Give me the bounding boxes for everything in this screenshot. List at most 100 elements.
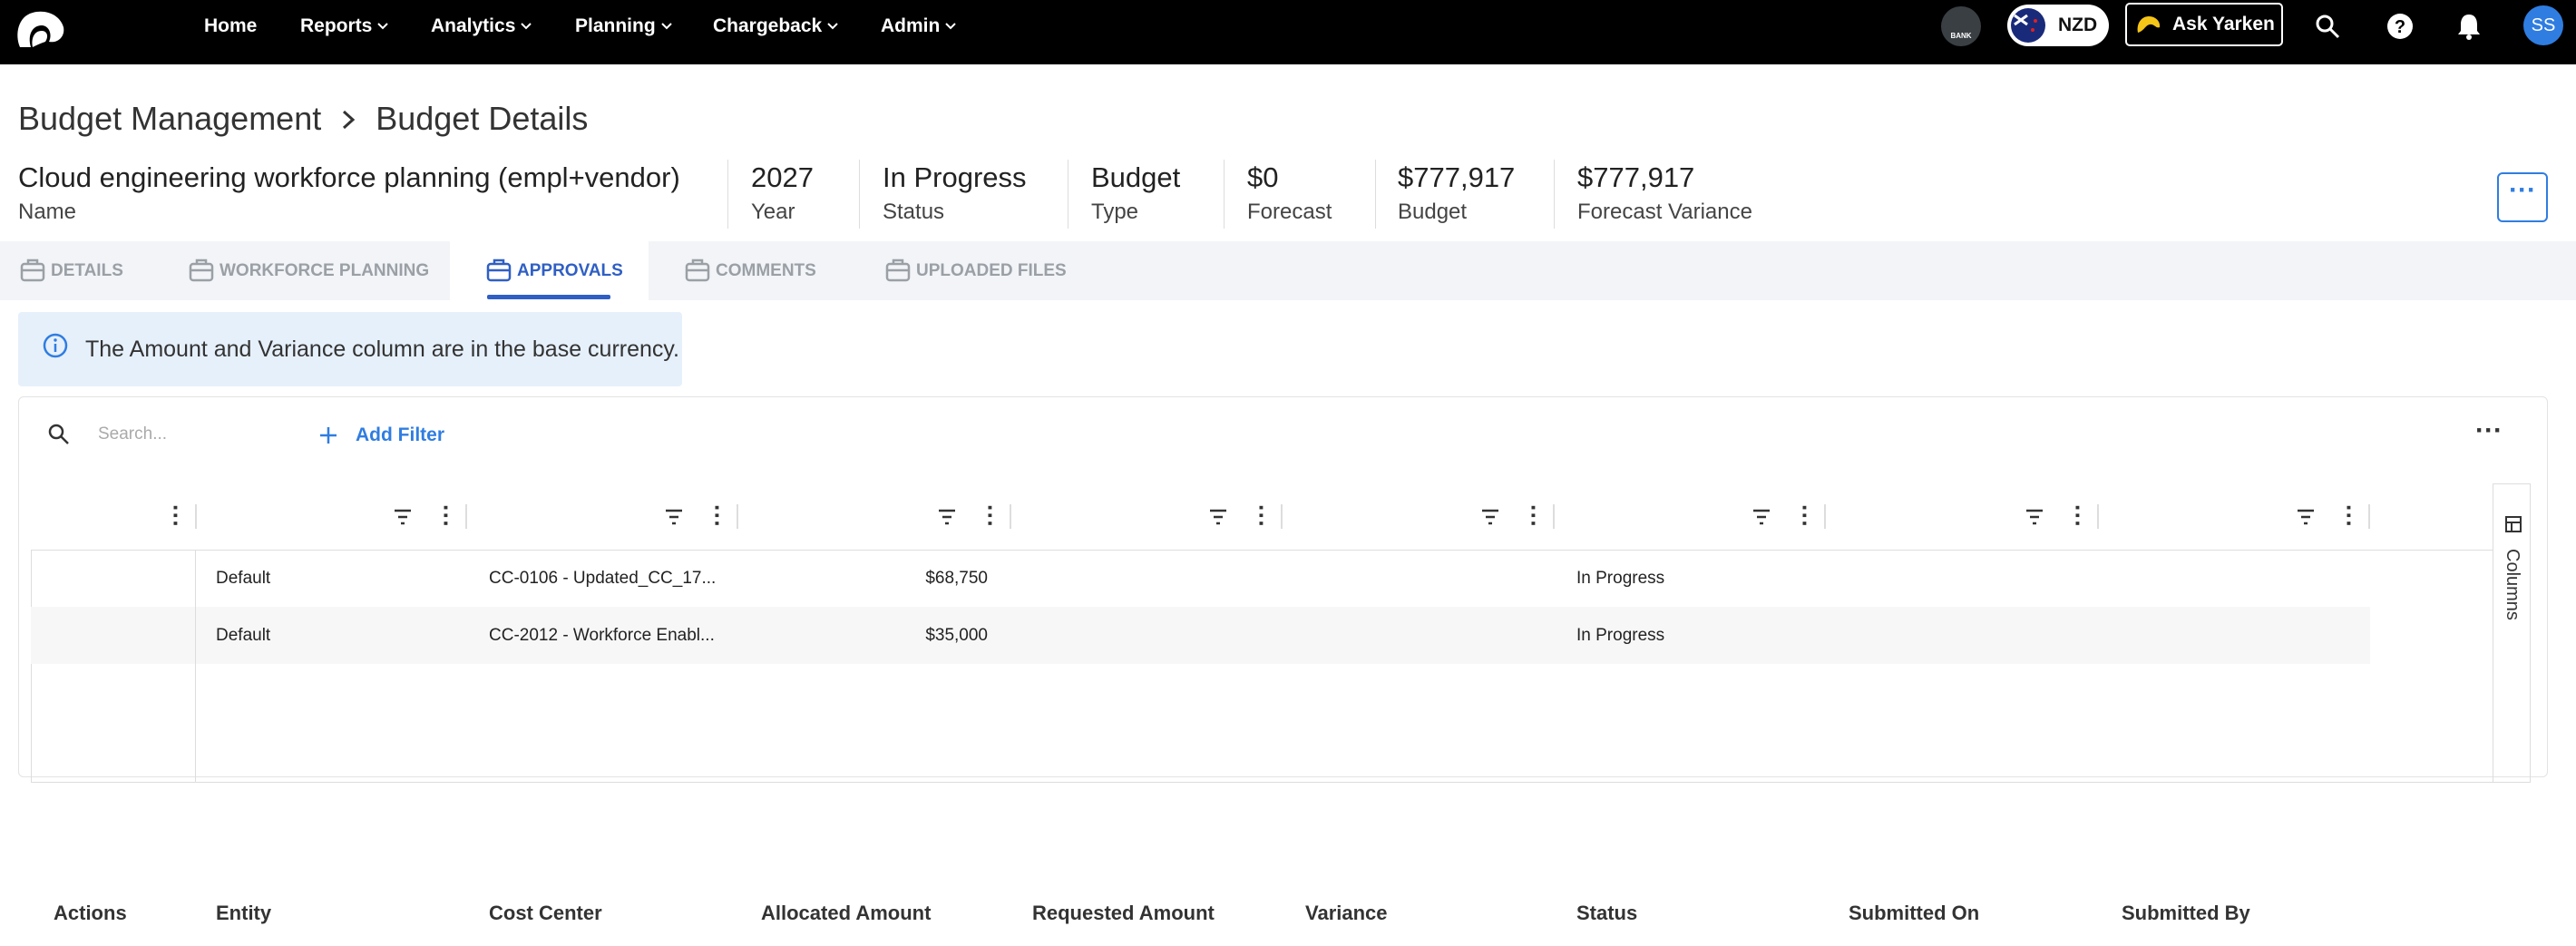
summary-value: In Progress	[883, 161, 1027, 193]
toolbar-more[interactable]: ···	[2475, 415, 2503, 445]
column-menu[interactable]: ···	[2064, 504, 2092, 528]
column-resize	[1281, 504, 1283, 529]
side-panel[interactable]: Columns	[2493, 483, 2532, 783]
column-header[interactable]: Entity	[216, 902, 272, 924]
help-icon[interactable]: ?	[2386, 12, 2415, 41]
grid-row	[31, 607, 2370, 664]
filter-icon	[939, 509, 955, 525]
column-menu[interactable]: ···	[162, 504, 190, 528]
divider	[859, 160, 860, 229]
column-menu[interactable]: ···	[1248, 504, 1275, 528]
summary-label: Year	[751, 200, 795, 224]
cell-cost-center: CC-0106 - Updated_CC_17...	[489, 569, 717, 588]
column-resize	[465, 504, 467, 529]
chevron-down	[660, 23, 672, 30]
column-resize	[2097, 504, 2099, 529]
summary-label: Forecast	[1247, 200, 1332, 224]
tab-bar	[0, 241, 2576, 300]
tab[interactable]: DETAILS	[51, 261, 123, 280]
column-header[interactable]: Cost Center	[489, 902, 602, 924]
ask-button[interactable]: Ask Yarken	[2125, 3, 2283, 46]
column-header[interactable]: Submitted By	[2122, 902, 2250, 924]
column-menu[interactable]: ···	[2336, 504, 2363, 528]
chevron-down	[377, 23, 389, 30]
app: BANK NZD Ask Yarken ? SS Home Reports Anal…	[0, 0, 2576, 924]
column-resize	[737, 504, 738, 529]
summary-label: Status	[883, 200, 945, 224]
columns-icon	[2505, 516, 2522, 532]
ask-icon	[2137, 16, 2161, 33]
currency-pill[interactable]: NZD	[2007, 5, 2109, 46]
column-menu[interactable]: ···	[977, 504, 1004, 528]
summary-value: $0	[1247, 161, 1279, 193]
tab-icon	[486, 258, 512, 282]
chevron-down	[827, 23, 838, 30]
nav-item[interactable]: Admin	[881, 15, 941, 36]
filter-icon	[1210, 509, 1226, 525]
grid-row	[31, 550, 2370, 607]
column-menu[interactable]: ···	[1520, 504, 1547, 528]
top-nav: BANK NZD Ask Yarken ? SS Home Reports Anal…	[0, 0, 2576, 64]
column-header[interactable]: Submitted On	[1849, 902, 1980, 924]
filter-icon	[2026, 509, 2043, 525]
nav-item[interactable]: Chargeback	[713, 15, 823, 36]
column-resize	[195, 504, 197, 529]
divider	[1375, 160, 1376, 229]
column-resize	[1824, 504, 1826, 529]
table-card: Search... Add Filter ··· Columns Actions…	[18, 396, 2548, 924]
search-icon[interactable]	[2315, 14, 2340, 39]
tab[interactable]: WORKFORCE PLANNING	[220, 261, 430, 280]
cell-entity: Default	[216, 626, 271, 645]
cell-entity: Default	[216, 569, 271, 588]
bell-icon[interactable]	[2455, 12, 2483, 41]
bank-label: BANK	[1950, 32, 1972, 40]
filter-icon	[666, 509, 682, 525]
nav-item[interactable]: Home	[204, 15, 258, 36]
avatar[interactable]: SS	[2523, 5, 2563, 45]
tab[interactable]: COMMENTS	[716, 261, 816, 280]
filter-icon	[395, 509, 411, 525]
info-box: The Amount and Variance column are in th…	[18, 312, 682, 386]
flag-icon	[2011, 8, 2045, 43]
side-panel-label: Columns	[2503, 549, 2522, 620]
grid-header	[31, 483, 2493, 551]
divider	[727, 160, 728, 229]
filter-icon	[1753, 509, 1770, 525]
cell-status: In Progress	[1576, 569, 1665, 588]
column-header[interactable]: Allocated Amount	[761, 902, 932, 924]
column-header[interactable]: Variance	[1305, 902, 1388, 924]
actions-divider	[195, 550, 196, 607]
search-icon	[48, 424, 69, 444]
column-menu[interactable]: ···	[704, 504, 731, 528]
column-resize	[1010, 504, 1011, 529]
column-header[interactable]: Actions	[54, 902, 127, 924]
nav-item[interactable]: Analytics	[431, 15, 516, 36]
tab[interactable]: APPROVALS	[517, 261, 623, 280]
actions-divider	[195, 664, 196, 782]
summary-value: Cloud engineering workforce planning (em…	[18, 161, 680, 193]
summary-label: Budget	[1398, 200, 1468, 224]
column-menu[interactable]: ···	[433, 504, 460, 528]
summary-label: Forecast Variance	[1577, 200, 1752, 224]
tab[interactable]: UPLOADED FILES	[916, 261, 1067, 280]
actions-divider	[195, 607, 196, 664]
divider	[1224, 160, 1225, 229]
currency: NZD	[2058, 15, 2098, 35]
column-header[interactable]: Requested Amount	[1032, 902, 1215, 924]
add-filter[interactable]: Add Filter	[356, 424, 444, 445]
nav-item[interactable]: Reports	[300, 15, 373, 36]
column-header[interactable]: Status	[1576, 902, 1638, 924]
summary-label: Type	[1091, 200, 1139, 224]
breadcrumb-item[interactable]: Budget Management	[18, 100, 322, 137]
chevron-down	[521, 23, 532, 30]
search-input[interactable]: Search...	[98, 424, 168, 444]
bank-icon[interactable]: BANK	[1941, 6, 1981, 46]
more-button[interactable]: ···	[2497, 172, 2548, 222]
column-menu[interactable]: ···	[1791, 504, 1819, 528]
cell-allocated-amount: $68,750	[925, 569, 988, 588]
tab-icon	[685, 258, 710, 282]
logo[interactable]	[13, 7, 69, 51]
nav-item[interactable]: Planning	[575, 15, 656, 36]
summary-value: Budget	[1091, 161, 1181, 193]
tab-icon	[885, 258, 911, 282]
